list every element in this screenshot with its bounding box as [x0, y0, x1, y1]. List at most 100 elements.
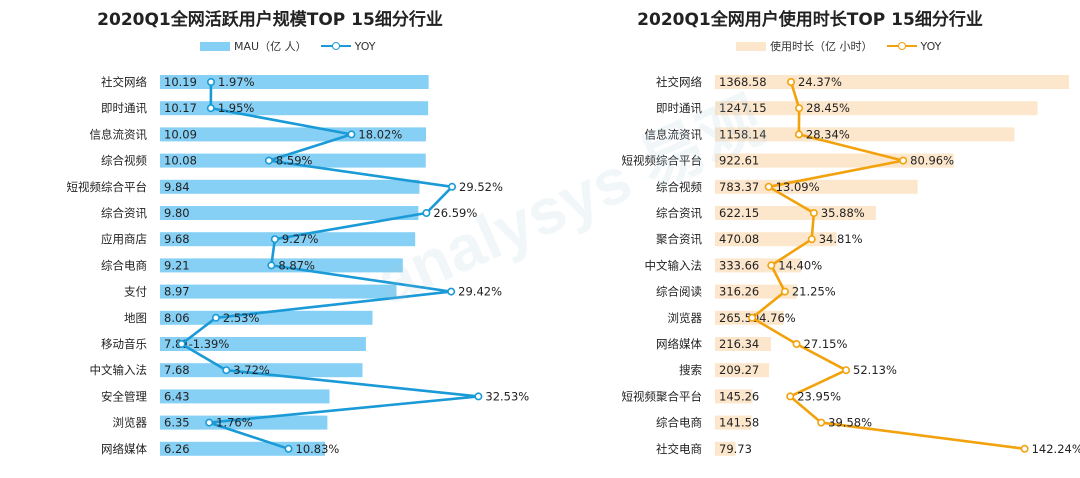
- legend-line-label: YOY: [920, 39, 942, 53]
- yoy-value-label: 10.83%: [296, 442, 340, 456]
- yoy-value-label: 80.96%: [910, 154, 954, 168]
- category-label: 信息流资讯: [645, 127, 703, 141]
- chart-title: 2020Q1全网用户使用时长TOP 15细分行业: [637, 10, 983, 30]
- bar: [715, 179, 918, 194]
- bar-value-label: 265.50: [719, 311, 759, 325]
- yoy-point: [448, 182, 457, 191]
- bar-value-label: 9.80: [164, 206, 190, 220]
- bar: [715, 337, 771, 351]
- bar: [715, 75, 1069, 89]
- bar-value-label: 1368.58: [719, 75, 767, 89]
- yoy-value-label: 24.37%: [798, 75, 842, 89]
- yoy-value-label: 142.24%: [1032, 442, 1080, 456]
- yoy-value-label: 8.59%: [276, 154, 313, 168]
- category-label: 信息流资讯: [90, 127, 148, 141]
- category-label: 搜索: [679, 363, 702, 377]
- yoy-point: [474, 392, 483, 401]
- bar-value-label: 622.15: [719, 206, 759, 220]
- bar: [160, 179, 420, 194]
- yoy-point: [270, 235, 279, 244]
- bar: [160, 415, 328, 430]
- yoy-value-label: 3.72%: [233, 363, 270, 377]
- yoy-value-label: 26.59%: [433, 206, 477, 220]
- yoy-point: [807, 235, 816, 244]
- category-label: 综合资讯: [101, 206, 147, 220]
- yoy-point: [787, 78, 796, 87]
- yoy-point: [809, 209, 818, 218]
- legend-bar-label: 使用时长（亿 小时）: [770, 40, 873, 53]
- yoy-value-label: 4.76%: [759, 311, 796, 325]
- yoy-value-label: 29.52%: [459, 180, 503, 194]
- bar: [715, 101, 1038, 116]
- bar-value-label: 9.21: [164, 258, 190, 272]
- bar-value-label: 145.26: [719, 389, 759, 403]
- bar-value-label: 6.35: [164, 416, 190, 430]
- bar: [160, 206, 419, 220]
- category-label: 即时通讯: [101, 101, 147, 115]
- yoy-point: [264, 156, 273, 165]
- category-label: 网络媒体: [656, 337, 702, 351]
- bar-value-label: 8.97: [164, 285, 190, 299]
- category-label: 地图: [124, 311, 147, 325]
- bar: [160, 441, 326, 456]
- chart-legend: MAU（亿 人） YOY: [200, 38, 375, 54]
- category-label: 综合阅读: [656, 285, 702, 299]
- duration-chart-panel: 2020Q1全网用户使用时长TOP 15细分行业 使用时长（亿 小时） YOY …: [540, 0, 1080, 478]
- duration-plot: 社交网络 1368.58 即时通讯 1247.15 信息流资讯 1158.14 短视频综合平…: [622, 75, 1080, 456]
- yoy-point: [817, 418, 826, 427]
- category-label: 应用商店: [101, 232, 147, 246]
- legend-line-key: [886, 41, 917, 51]
- category-label: 综合电商: [656, 416, 702, 430]
- bar-value-label: 922.61: [719, 154, 759, 168]
- category-label: 移动音乐: [101, 337, 147, 351]
- yoy-value-label: 23.95%: [797, 389, 841, 403]
- yoy-point: [842, 366, 851, 375]
- mau-plot: 社交网络 10.19 即时通讯 10.17 信息流资讯 10.09 综合视频 10.08 短视频…: [67, 75, 529, 456]
- category-label: 浏览器: [668, 311, 703, 325]
- bar: [160, 232, 416, 247]
- chart-legend: 使用时长（亿 小时） YOY: [736, 38, 941, 54]
- bar: [160, 337, 366, 351]
- bar-value-label: 10.19: [164, 75, 197, 89]
- bar-value-label: 470.08: [719, 232, 759, 246]
- yoy-value-label: 39.58%: [828, 416, 872, 430]
- chart-title: 2020Q1全网活跃用户规模TOP 15细分行业: [97, 10, 443, 30]
- bar-value-label: 7.68: [164, 363, 190, 377]
- yoy-value-label: 2.53%: [223, 311, 260, 325]
- bar-value-label: 10.08: [164, 154, 197, 168]
- yoy-value-label: 1.95%: [218, 101, 255, 115]
- bar-value-label: 1158.14: [719, 127, 767, 141]
- category-label: 社交电商: [656, 442, 702, 456]
- category-label: 浏览器: [113, 416, 148, 430]
- yoy-value-label: 52.13%: [853, 363, 897, 377]
- yoy-value-label: 21.25%: [792, 285, 836, 299]
- bar-value-label: 783.37: [719, 180, 759, 194]
- legend-bar-swatch: [200, 41, 230, 51]
- yoy-value-label: 34.81%: [819, 232, 863, 246]
- yoy-point: [347, 130, 356, 139]
- bar: [715, 389, 753, 404]
- yoy-point: [767, 261, 776, 270]
- bar-value-label: 216.34: [719, 337, 759, 351]
- yoy-value-label: 13.09%: [776, 180, 820, 194]
- bar-value-label: 7.81: [164, 337, 190, 351]
- category-label: 综合视频: [101, 154, 147, 168]
- bar: [715, 206, 876, 220]
- category-label: 中文输入法: [645, 258, 703, 272]
- bar: [715, 415, 752, 430]
- category-label: 即时通讯: [656, 101, 702, 115]
- yoy-point: [899, 156, 908, 165]
- yoy-point: [447, 287, 456, 296]
- legend-bar-label: MAU（亿 人）: [234, 40, 307, 53]
- bar-value-label: 10.17: [164, 101, 197, 115]
- category-label: 社交网络: [101, 75, 147, 89]
- bar-value-label: 79.73: [719, 442, 752, 456]
- bar: [160, 284, 397, 299]
- legend-bar-swatch: [736, 41, 766, 51]
- legend-line-key: [320, 41, 351, 51]
- yoy-point: [177, 339, 186, 348]
- category-label: 网络媒体: [101, 442, 147, 456]
- bar: [160, 363, 363, 378]
- category-label: 社交网络: [656, 75, 702, 89]
- yoy-point: [794, 130, 803, 139]
